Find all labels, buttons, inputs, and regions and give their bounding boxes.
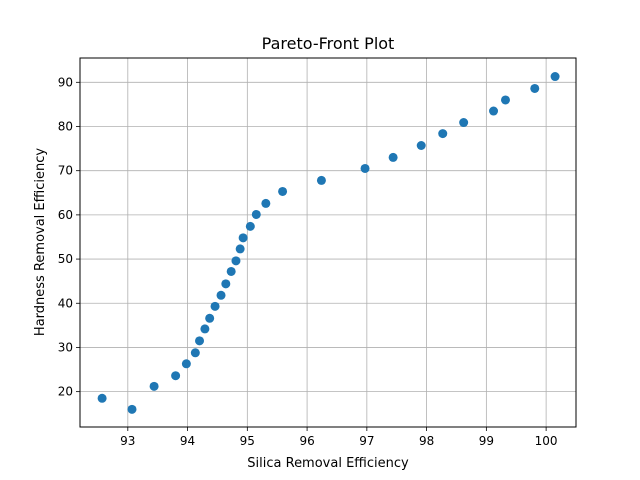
- x-tick-label: 97: [359, 434, 374, 448]
- data-point: [416, 140, 426, 150]
- y-tick-label: 70: [58, 164, 73, 178]
- x-tick-label: 94: [180, 434, 195, 448]
- y-axis-label: Hardness Removal Efficiency: [33, 148, 48, 336]
- y-tick-label: 80: [58, 119, 73, 133]
- data-point: [530, 83, 540, 93]
- plot-frame: [79, 57, 577, 428]
- y-tick-label: 50: [58, 252, 73, 266]
- data-point: [171, 371, 181, 381]
- y-tick-label: 60: [58, 208, 73, 222]
- points-layer: [97, 72, 560, 414]
- x-axis-label: Silica Removal Efficiency: [247, 456, 409, 471]
- data-point: [550, 72, 560, 82]
- data-point: [216, 290, 226, 300]
- x-tick-label: 96: [299, 434, 314, 448]
- data-point: [97, 393, 107, 403]
- data-point: [251, 209, 261, 219]
- data-point: [459, 118, 469, 128]
- y-tick-label: 20: [58, 385, 73, 399]
- y-tick-label: 90: [58, 75, 73, 89]
- ticks-layer: 93 94 95 96 97 98 99 100 20 30 40 50 60 70 80 90: [58, 75, 558, 448]
- x-tick-label: 98: [419, 434, 434, 448]
- chart-title: Pareto-Front Plot: [262, 34, 395, 53]
- data-point: [195, 336, 205, 346]
- data-point: [210, 301, 220, 311]
- data-point: [245, 221, 255, 231]
- data-point: [500, 95, 510, 105]
- data-point: [235, 244, 245, 254]
- y-tick-label: 30: [58, 340, 73, 354]
- data-point: [127, 404, 137, 414]
- data-point: [388, 152, 398, 162]
- data-point: [438, 129, 448, 139]
- data-point: [221, 279, 231, 289]
- data-point: [360, 163, 370, 173]
- data-point: [190, 348, 200, 358]
- data-point: [489, 106, 499, 116]
- data-point: [261, 198, 271, 208]
- x-tick-label: 93: [120, 434, 135, 448]
- data-point: [205, 313, 215, 323]
- data-point: [149, 381, 159, 391]
- x-tick-label: 95: [240, 434, 255, 448]
- y-tick-label: 40: [58, 296, 73, 310]
- data-point: [181, 359, 191, 369]
- data-point: [226, 266, 236, 276]
- x-tick-label: 99: [479, 434, 494, 448]
- data-point: [238, 233, 248, 243]
- x-tick-label: 100: [535, 434, 558, 448]
- data-point: [316, 175, 326, 185]
- data-point: [278, 186, 288, 196]
- data-point: [231, 256, 241, 266]
- data-point: [200, 324, 210, 334]
- grid-layer: [80, 58, 576, 427]
